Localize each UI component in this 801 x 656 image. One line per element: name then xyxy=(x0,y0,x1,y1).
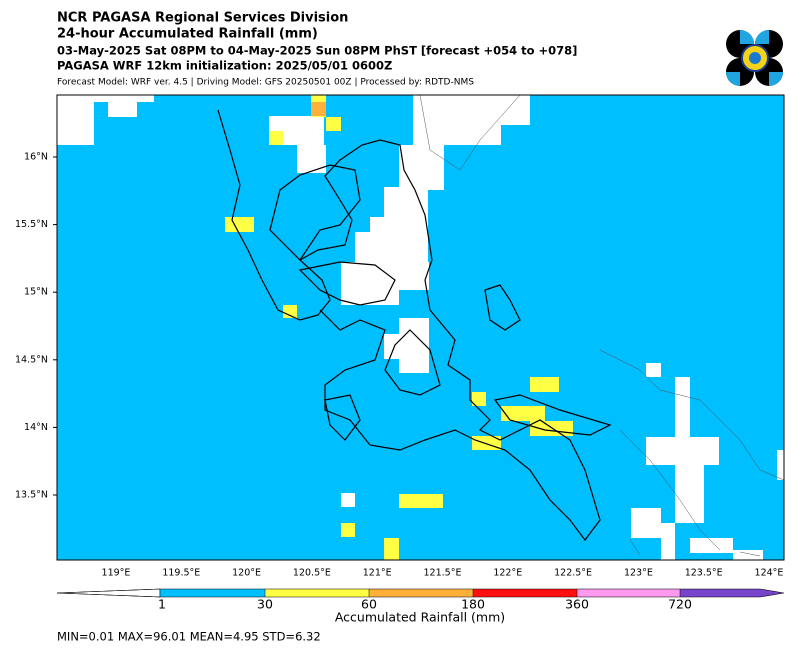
colorbar-tick-label: 180 xyxy=(461,597,485,612)
lat-label: 15.5°N xyxy=(15,219,48,230)
colorbar-tick-label: 30 xyxy=(257,597,273,612)
title: NCR PAGASA Regional Services Division xyxy=(57,11,348,26)
coastline xyxy=(217,109,612,541)
valid-period: 03-May-2025 Sat 08PM to 04-May-2025 Sun … xyxy=(57,44,577,58)
logo xyxy=(726,30,783,86)
colorbar-tick-label: 360 xyxy=(565,597,589,612)
borders xyxy=(419,94,785,557)
lat-label: 14.5°N xyxy=(15,354,48,365)
statistics: MIN=0.01 MAX=96.01 MEAN=4.95 STD=6.32 xyxy=(57,630,321,644)
lon-label: 123°E xyxy=(624,568,653,579)
subtitle: 24-hour Accumulated Rainfall (mm) xyxy=(57,27,318,42)
colorbar-tick-label: 60 xyxy=(361,597,377,612)
lon-label: 123.5°E xyxy=(685,568,723,579)
lat-label: 14°N xyxy=(24,422,48,433)
model-info: Forecast Model: WRF ver. 4.5 | Driving M… xyxy=(57,78,474,88)
lon-label: 120°E xyxy=(232,568,261,579)
lon-label: 122°E xyxy=(493,568,522,579)
no-rain-areas xyxy=(57,95,784,560)
lon-label: 121.5°E xyxy=(424,568,462,579)
lat-label: 15°N xyxy=(24,287,48,298)
latitude-labels: 16°N 15.5°N 15°N 14.5°N 14°N 13.5°N xyxy=(15,152,57,501)
lon-label: 119.5°E xyxy=(162,568,200,579)
initialization: PAGASA WRF 12km initialization: 2025/05/… xyxy=(57,59,392,73)
longitude-labels: 119°E 119.5°E 120°E 120.5°E 121°E 121.5°E 122°… xyxy=(102,568,784,579)
lon-label: 119°E xyxy=(102,568,131,579)
lon-label: 122.5°E xyxy=(554,568,592,579)
lon-label: 124°E xyxy=(755,568,784,579)
lon-label: 121°E xyxy=(363,568,392,579)
colorbar-ticks: 1 30 60 180 360 720 xyxy=(158,589,692,612)
lat-label: 13.5°N xyxy=(15,490,48,501)
map-area xyxy=(56,94,785,561)
colorbar-tick-label: 720 xyxy=(668,597,692,612)
colorbar-tick-label: 1 xyxy=(158,597,166,612)
lat-label: 16°N xyxy=(24,152,48,163)
colorbar-label: Accumulated Rainfall (mm) xyxy=(335,610,505,625)
lon-label: 120.5°E xyxy=(293,568,331,579)
